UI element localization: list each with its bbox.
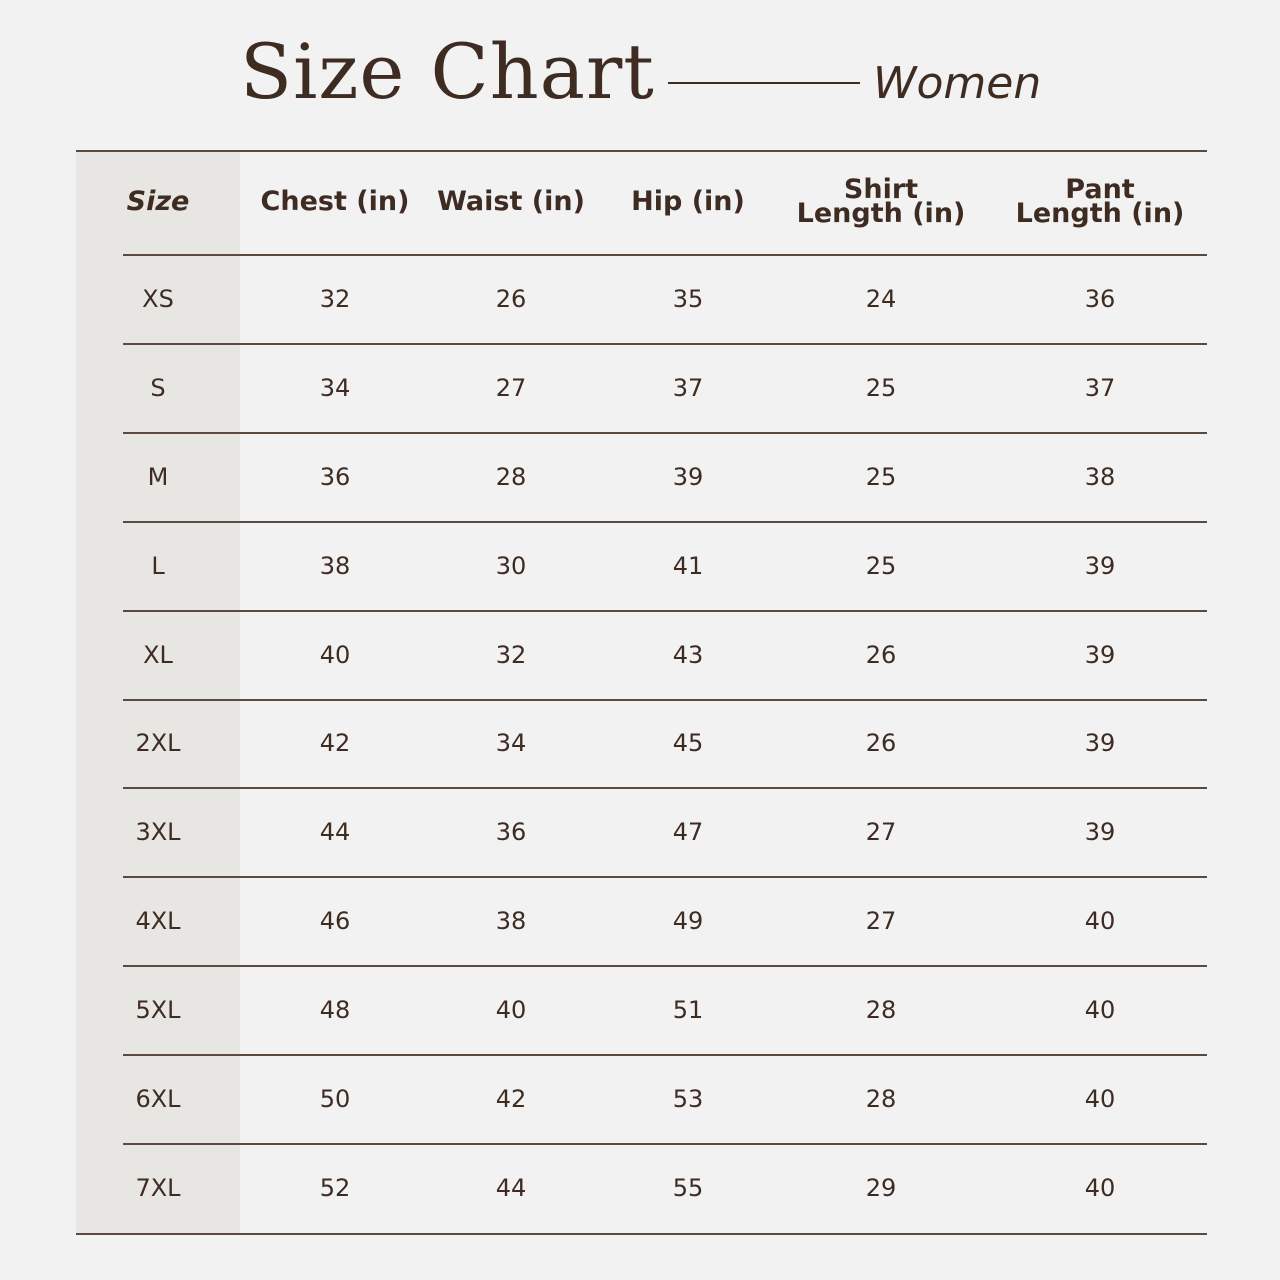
table-cell: 34 xyxy=(495,729,527,757)
table-cell: 34 xyxy=(319,373,351,402)
table-cell: 25 xyxy=(865,551,897,580)
column-header: Hip (in) xyxy=(631,186,745,217)
table-cell: 51 xyxy=(672,995,704,1024)
table-cell: 46 xyxy=(319,906,351,935)
table-cell: 49 xyxy=(672,906,704,935)
column-header: Pant Length (in) xyxy=(1015,174,1185,229)
table-cell: 47 xyxy=(672,817,704,846)
table-cell: 52 xyxy=(319,1174,351,1202)
table-cell: 26 xyxy=(865,729,897,757)
page-title: Size Chart xyxy=(240,27,655,116)
row-divider xyxy=(123,965,1207,967)
table-cell: 50 xyxy=(319,1084,351,1113)
page-subtitle: Women xyxy=(873,58,1042,109)
size-label: L xyxy=(151,551,165,580)
table-cell: 45 xyxy=(672,729,704,757)
table-cell: 40 xyxy=(1084,1084,1116,1113)
size-column-background xyxy=(76,151,240,1233)
table-cell: 40 xyxy=(319,640,351,669)
size-label: 5XL xyxy=(135,995,181,1024)
table-cell: 27 xyxy=(865,906,897,935)
table-cell: 40 xyxy=(1084,995,1116,1024)
table-cell: 40 xyxy=(495,995,527,1024)
column-header: Shirt Length (in) xyxy=(796,174,966,229)
table-cell: 28 xyxy=(865,995,897,1024)
table-cell: 26 xyxy=(495,284,527,313)
table-cell: 28 xyxy=(865,1084,897,1113)
table-cell: 25 xyxy=(865,462,897,491)
size-label: 6XL xyxy=(135,1084,181,1113)
table-cell: 32 xyxy=(495,640,527,669)
table-cell: 24 xyxy=(865,284,897,313)
size-label: 4XL xyxy=(135,906,181,935)
row-divider xyxy=(123,1054,1207,1056)
table-cell: 38 xyxy=(1084,462,1116,491)
table-cell: 28 xyxy=(495,462,527,491)
table-cell: 42 xyxy=(319,729,351,757)
table-cell: 36 xyxy=(1084,284,1116,313)
table-cell: 38 xyxy=(495,906,527,935)
table-cell: 30 xyxy=(495,551,527,580)
table-cell: 40 xyxy=(1084,1174,1116,1202)
size-label: XS xyxy=(142,284,174,313)
table-cell: 29 xyxy=(865,1174,897,1202)
column-header: Size xyxy=(126,186,190,217)
row-divider xyxy=(123,876,1207,878)
row-divider xyxy=(123,1143,1207,1145)
table-cell: 41 xyxy=(672,551,704,580)
table-cell: 35 xyxy=(672,284,704,313)
row-divider xyxy=(123,699,1207,701)
table-cell: 37 xyxy=(1084,373,1116,402)
column-header: Chest (in) xyxy=(260,186,410,217)
table-cell: 25 xyxy=(865,373,897,402)
table-cell: 39 xyxy=(1084,729,1116,757)
table-cell: 55 xyxy=(672,1174,704,1202)
table-cell: 39 xyxy=(1084,817,1116,846)
row-divider xyxy=(123,343,1207,345)
row-divider xyxy=(123,610,1207,612)
table-cell: 27 xyxy=(495,373,527,402)
size-label: XL xyxy=(143,640,173,669)
table-cell: 44 xyxy=(319,817,351,846)
table-cell: 27 xyxy=(865,817,897,846)
table-cell: 39 xyxy=(1084,551,1116,580)
table-cell: 48 xyxy=(319,995,351,1024)
size-label: 2XL xyxy=(135,729,181,757)
size-label: 3XL xyxy=(135,817,181,846)
row-divider xyxy=(76,150,1207,152)
table-cell: 38 xyxy=(319,551,351,580)
table-cell: 32 xyxy=(319,284,351,313)
table-cell: 44 xyxy=(495,1174,527,1202)
table-cell: 53 xyxy=(672,1084,704,1113)
column-header: Waist (in) xyxy=(437,186,585,217)
table-cell: 36 xyxy=(495,817,527,846)
row-divider xyxy=(123,254,1207,256)
table-cell: 40 xyxy=(1084,906,1116,935)
size-label: 7XL xyxy=(135,1174,181,1202)
size-label: S xyxy=(150,373,166,402)
table-cell: 43 xyxy=(672,640,704,669)
row-divider xyxy=(123,787,1207,789)
table-cell: 26 xyxy=(865,640,897,669)
table-cell: 36 xyxy=(319,462,351,491)
table-cell: 37 xyxy=(672,373,704,402)
table-cell: 42 xyxy=(495,1084,527,1113)
table-cell: 39 xyxy=(672,462,704,491)
row-divider xyxy=(123,432,1207,434)
table-cell: 39 xyxy=(1084,640,1116,669)
row-divider xyxy=(76,1233,1207,1235)
title-divider xyxy=(668,82,860,84)
size-label: M xyxy=(147,462,169,491)
row-divider xyxy=(123,521,1207,523)
